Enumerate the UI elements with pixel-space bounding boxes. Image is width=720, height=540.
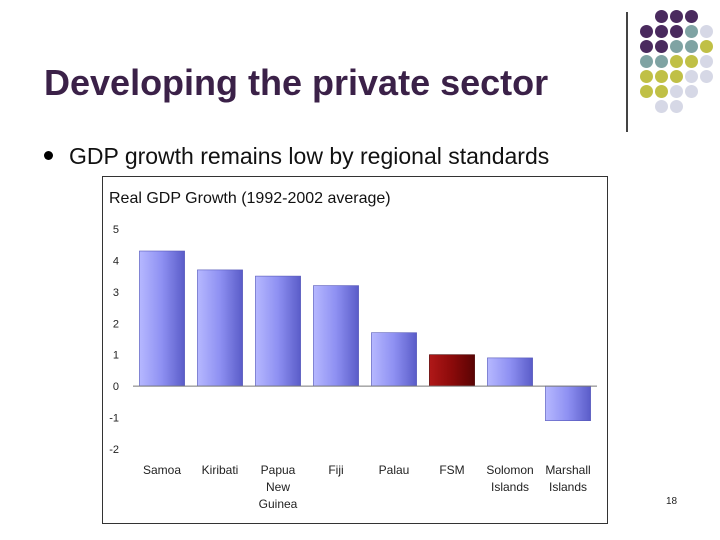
bar-fiji bbox=[313, 285, 359, 387]
decorative-dot bbox=[670, 40, 683, 53]
chart-frame: Real GDP Growth (1992-2002 average) 5 4 3 2… bbox=[102, 176, 608, 524]
bar-kiribati bbox=[197, 269, 243, 387]
decorative-dot bbox=[640, 55, 653, 68]
bar-fsm bbox=[429, 354, 475, 387]
bar-palau bbox=[371, 332, 417, 387]
decorative-dot bbox=[685, 25, 698, 38]
category-label: Marshall bbox=[545, 463, 590, 477]
decorative-dot bbox=[655, 85, 668, 98]
category-label: Palau bbox=[379, 463, 410, 477]
category-label: Fiji bbox=[328, 463, 343, 477]
decorative-dot bbox=[670, 70, 683, 83]
category-label: New bbox=[266, 480, 290, 494]
bullet-marker-icon bbox=[44, 151, 53, 160]
decorative-dot bbox=[670, 55, 683, 68]
category-label: Papua bbox=[261, 463, 296, 477]
bullet-item: GDP growth remains low by regional stand… bbox=[44, 143, 549, 170]
decorative-dot bbox=[700, 70, 713, 83]
decorative-dot bbox=[700, 25, 713, 38]
decorative-dot bbox=[685, 40, 698, 53]
decorative-dot bbox=[670, 10, 683, 23]
decorative-dot bbox=[670, 85, 683, 98]
y-tick-label: -2 bbox=[109, 444, 119, 456]
decorative-dot bbox=[670, 25, 683, 38]
category-label: FSM bbox=[439, 463, 464, 477]
decorative-dot bbox=[655, 10, 668, 23]
decorative-dot bbox=[685, 10, 698, 23]
decorative-dot bbox=[700, 40, 713, 53]
bar-solomon-islands bbox=[487, 357, 533, 387]
y-tick-label: 2 bbox=[113, 318, 119, 330]
category-label: Kiribati bbox=[202, 463, 239, 477]
title-divider bbox=[626, 12, 628, 132]
chart-title: Real GDP Growth (1992-2002 average) bbox=[109, 190, 391, 207]
decorative-dot-grid bbox=[640, 10, 720, 130]
category-label: Samoa bbox=[143, 463, 181, 477]
y-tick-label: 5 bbox=[113, 224, 119, 236]
decorative-dot bbox=[655, 55, 668, 68]
decorative-dot bbox=[685, 85, 698, 98]
bullet-text: GDP growth remains low by regional stand… bbox=[69, 143, 550, 169]
decorative-dot bbox=[685, 55, 698, 68]
decorative-dot bbox=[640, 40, 653, 53]
page-number: 18 bbox=[666, 496, 678, 507]
gdp-bar-chart: Real GDP Growth (1992-2002 average) 5 4 3 2… bbox=[109, 190, 597, 511]
category-label: Guinea bbox=[259, 497, 298, 511]
decorative-dot bbox=[655, 25, 668, 38]
decorative-dot bbox=[655, 70, 668, 83]
decorative-dot bbox=[655, 100, 668, 113]
y-tick-label: 4 bbox=[113, 255, 119, 267]
y-tick-label: 3 bbox=[113, 287, 119, 299]
slide-title: Developing the private sector bbox=[44, 62, 549, 103]
category-label: Islands bbox=[491, 480, 529, 494]
decorative-dot bbox=[670, 100, 683, 113]
bar-papua-new-guinea bbox=[255, 275, 301, 387]
y-tick-label: -1 bbox=[109, 413, 119, 425]
decorative-dot bbox=[640, 70, 653, 83]
decorative-dot bbox=[640, 85, 653, 98]
category-label: Islands bbox=[549, 480, 587, 494]
decorative-dot bbox=[655, 40, 668, 53]
category-label: Solomon bbox=[486, 463, 533, 477]
y-tick-label: 1 bbox=[113, 350, 119, 362]
y-tick-label: 0 bbox=[113, 381, 119, 393]
decorative-dot bbox=[700, 55, 713, 68]
bar-marshall-islands bbox=[545, 385, 591, 422]
bar-samoa bbox=[139, 250, 185, 387]
decorative-dot bbox=[685, 70, 698, 83]
decorative-dot bbox=[640, 25, 653, 38]
